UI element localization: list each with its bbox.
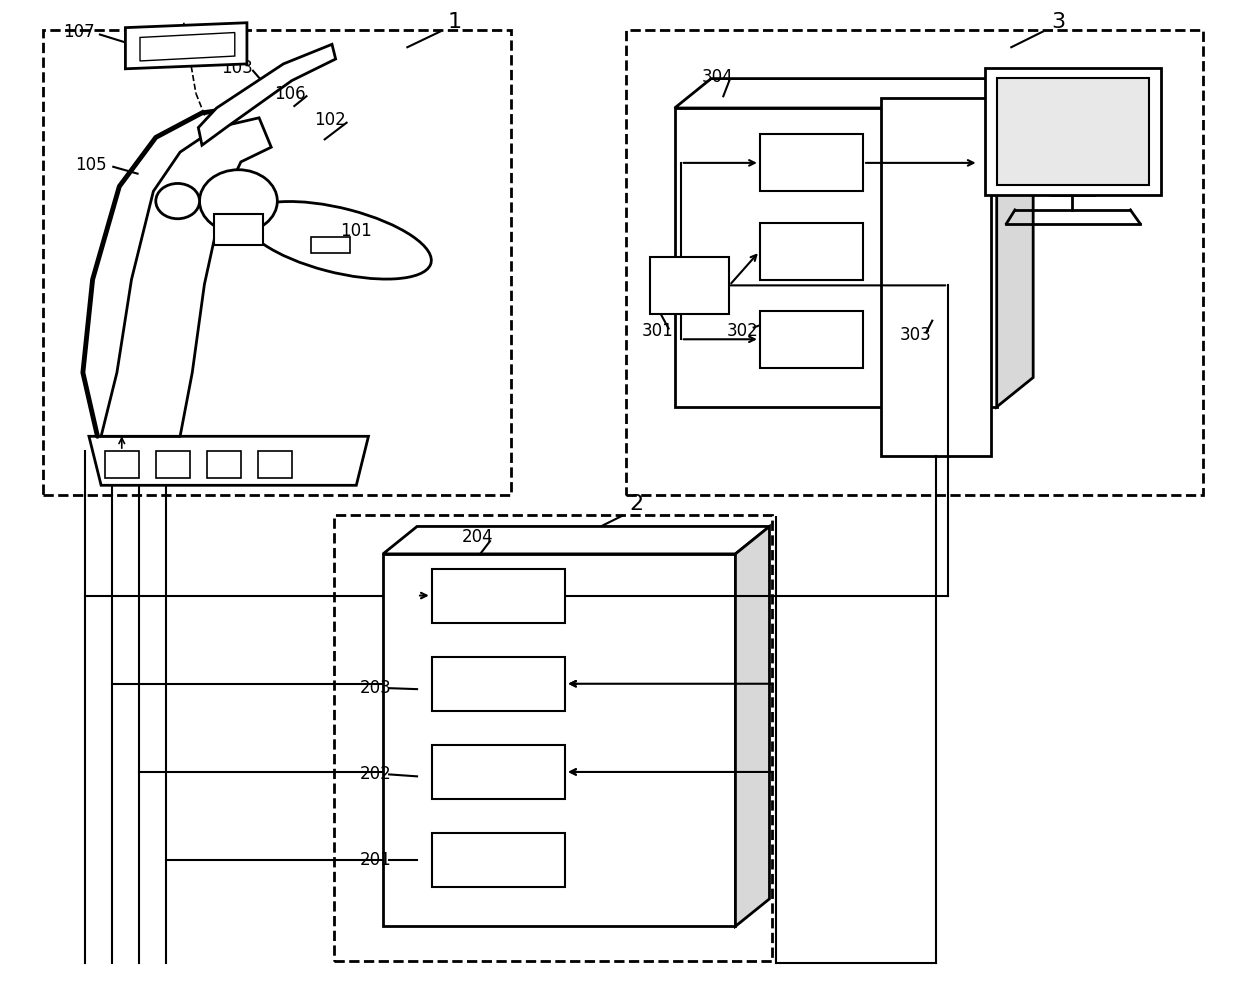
Polygon shape bbox=[760, 134, 863, 191]
Polygon shape bbox=[432, 569, 565, 622]
Polygon shape bbox=[675, 79, 1033, 108]
Polygon shape bbox=[882, 98, 991, 456]
Polygon shape bbox=[432, 833, 565, 887]
Circle shape bbox=[200, 170, 278, 232]
Text: 107: 107 bbox=[63, 23, 95, 41]
Text: 105: 105 bbox=[76, 156, 107, 174]
Text: 305: 305 bbox=[1070, 68, 1101, 86]
Text: 301: 301 bbox=[642, 322, 673, 340]
Polygon shape bbox=[760, 223, 863, 279]
Polygon shape bbox=[997, 78, 1148, 185]
Polygon shape bbox=[156, 451, 190, 478]
Polygon shape bbox=[432, 657, 565, 711]
Text: 102: 102 bbox=[314, 111, 346, 129]
Polygon shape bbox=[198, 44, 336, 145]
Polygon shape bbox=[125, 23, 247, 69]
Text: 103: 103 bbox=[222, 59, 253, 77]
Polygon shape bbox=[383, 554, 735, 926]
Polygon shape bbox=[997, 79, 1033, 407]
Text: 201: 201 bbox=[360, 851, 392, 869]
Polygon shape bbox=[102, 118, 272, 436]
Text: 3: 3 bbox=[1052, 12, 1065, 32]
Text: 304: 304 bbox=[702, 68, 733, 86]
Circle shape bbox=[156, 183, 200, 219]
Text: 302: 302 bbox=[727, 322, 759, 340]
Polygon shape bbox=[207, 451, 241, 478]
Polygon shape bbox=[650, 257, 729, 314]
Text: 203: 203 bbox=[360, 679, 392, 697]
Text: 101: 101 bbox=[341, 222, 372, 239]
Polygon shape bbox=[432, 745, 565, 799]
Ellipse shape bbox=[244, 202, 432, 279]
Text: 204: 204 bbox=[463, 528, 494, 546]
Text: 106: 106 bbox=[274, 85, 305, 103]
Polygon shape bbox=[985, 68, 1161, 195]
Text: 1: 1 bbox=[448, 12, 461, 32]
Polygon shape bbox=[140, 33, 234, 61]
Text: 104: 104 bbox=[161, 37, 192, 55]
Polygon shape bbox=[215, 214, 263, 245]
Polygon shape bbox=[383, 526, 770, 554]
Polygon shape bbox=[258, 451, 291, 478]
Polygon shape bbox=[311, 237, 350, 253]
Text: 303: 303 bbox=[899, 326, 931, 344]
Polygon shape bbox=[735, 526, 770, 926]
Polygon shape bbox=[760, 311, 863, 368]
Polygon shape bbox=[104, 451, 139, 478]
Text: 202: 202 bbox=[360, 765, 392, 783]
Text: 2: 2 bbox=[630, 494, 644, 514]
Polygon shape bbox=[675, 108, 997, 407]
Polygon shape bbox=[89, 436, 368, 485]
